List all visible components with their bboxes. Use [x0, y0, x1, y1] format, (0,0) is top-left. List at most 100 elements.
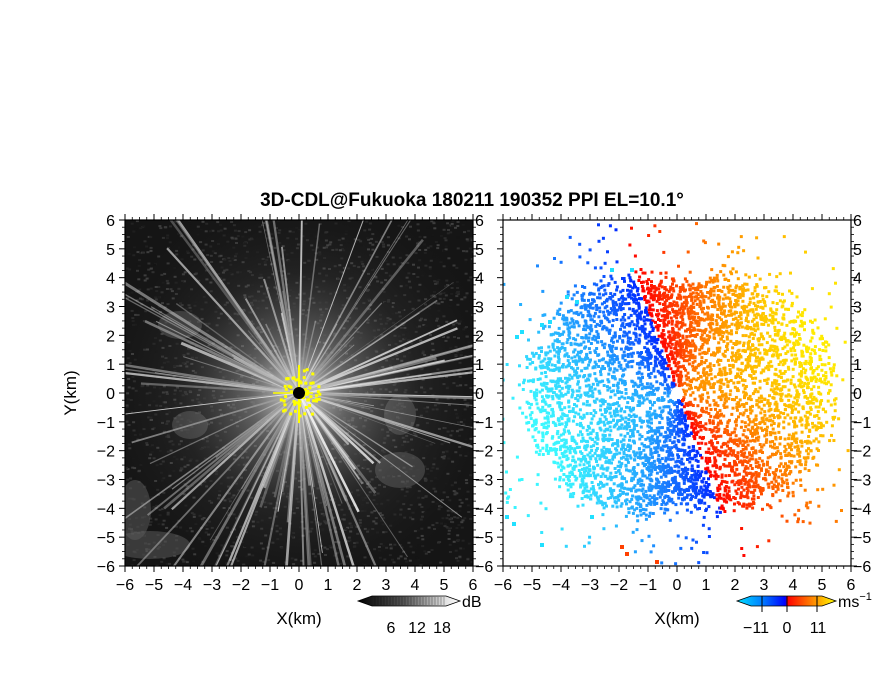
velocity-cell: [793, 349, 797, 353]
velocity-cell: [683, 381, 687, 385]
velocity-cell: [691, 361, 695, 365]
velocity-cell: [602, 467, 606, 471]
velocity-cell: [587, 489, 591, 493]
snr-noise-cell: [160, 560, 164, 563]
velocity-cell: [746, 365, 750, 369]
snr-clutter-cell: [311, 372, 315, 376]
velocity-cell: [764, 478, 768, 482]
velocity-cell: [573, 447, 577, 451]
velocity-cell: [593, 451, 597, 455]
velocity-cell: [720, 445, 724, 449]
velocity-cell: [566, 390, 570, 394]
velocity-cell: [746, 288, 750, 292]
velocity-cell: [570, 366, 573, 370]
velocity-cell: [541, 399, 544, 403]
velocity-cell: [686, 310, 690, 313]
velocity-cell: [542, 422, 546, 426]
velocity-cell: [631, 530, 635, 534]
velocity-cell: [625, 302, 629, 306]
velocity-cell: [728, 297, 732, 301]
velocity-cell: [547, 449, 551, 453]
velocity-cell: [618, 489, 622, 493]
velocity-cell: [634, 335, 638, 339]
velocity-cell: [741, 433, 745, 437]
velocity-cell: [699, 453, 702, 457]
velocity-cell: [776, 356, 780, 360]
snr-clutter-cell: [289, 412, 293, 416]
velocity-cell: [741, 299, 745, 303]
velocity-cell: [571, 390, 575, 394]
snr-noise-cell: [145, 245, 149, 248]
snr-noise-cell: [434, 241, 438, 243]
velocity-cell: [723, 304, 727, 308]
snr-noise-cell: [448, 551, 452, 553]
velocity-cell: [567, 355, 570, 359]
snr-noise-cell: [126, 236, 130, 238]
snr-noise-cell: [464, 258, 468, 261]
snr-beam-spoke: [149, 392, 300, 465]
velocity-cell: [636, 430, 640, 434]
velocity-cell: [680, 457, 684, 461]
velocity-cell: [593, 387, 597, 391]
velocity-cell: [755, 294, 759, 298]
velocity-cell: [627, 507, 631, 511]
velocity-cell: [767, 290, 771, 294]
velocity-cell: [705, 334, 709, 338]
velocity-cell: [587, 339, 591, 343]
velocity-cell: [650, 325, 654, 329]
snr-noise-cell: [143, 240, 147, 243]
snr-clutter-cell: [305, 368, 309, 372]
velocity-cell: [718, 506, 722, 510]
velocity-cell: [774, 435, 778, 439]
snr-beam-spoke: [199, 392, 301, 566]
velocity-cell: [717, 301, 721, 305]
velocity-cell: [615, 288, 619, 292]
velocity-cell: [679, 297, 683, 301]
snr-clutter-cell: [292, 376, 296, 380]
y-tick-label: 4: [106, 271, 115, 288]
velocity-cell: [767, 404, 771, 408]
y-tick-label-right: 4: [475, 271, 484, 288]
velocity-cell: [572, 337, 576, 341]
snr-noise-cell: [449, 224, 453, 227]
velocity-cell: [585, 403, 589, 407]
velocity-cell: [560, 438, 564, 442]
velocity-cell: [780, 473, 784, 477]
snr-noise-cell: [446, 222, 450, 225]
velocity-cell: [722, 273, 726, 277]
velocity-cell: [692, 485, 696, 489]
snr-clutter-cell: [307, 398, 310, 402]
velocity-cell: [745, 455, 749, 459]
velocity-cell: [703, 501, 707, 505]
velocity-cell: [581, 336, 585, 340]
velocity-cell: [791, 494, 795, 498]
velocity-cell: [791, 408, 794, 412]
velocity-cell: [805, 423, 809, 427]
velocity-cell: [715, 346, 719, 350]
velocity-cell: [588, 436, 592, 440]
velocity-cell: [576, 380, 580, 384]
velocity-cell: [757, 405, 761, 409]
velocity-cell: [723, 309, 726, 313]
velocity-cell: [716, 441, 720, 445]
snr-clutter-cell: [287, 384, 291, 388]
snr-beam-spoke: [297, 392, 312, 486]
velocity-cell: [657, 490, 661, 494]
snr-beam-spoke: [241, 392, 300, 490]
velocity-cell: [681, 318, 685, 322]
snr-clutter-cell: [302, 376, 306, 380]
velocity-cell: [754, 479, 758, 483]
velocity-cell: [685, 377, 689, 381]
velocity-cell: [703, 484, 707, 488]
y-tick-label: −1: [97, 415, 115, 432]
velocity-cell: [696, 469, 700, 473]
velocity-cell: [705, 282, 708, 286]
snr-noise-cell: [468, 247, 472, 250]
y-tick-label-right: −6: [475, 559, 493, 576]
velocity-cell: [771, 318, 775, 322]
snr-beam-spoke: [298, 239, 424, 394]
velocity-cell: [666, 463, 670, 467]
velocity-cell: [594, 338, 598, 342]
y-tick-label: −3: [97, 473, 115, 490]
velocity-cell: [761, 487, 765, 490]
